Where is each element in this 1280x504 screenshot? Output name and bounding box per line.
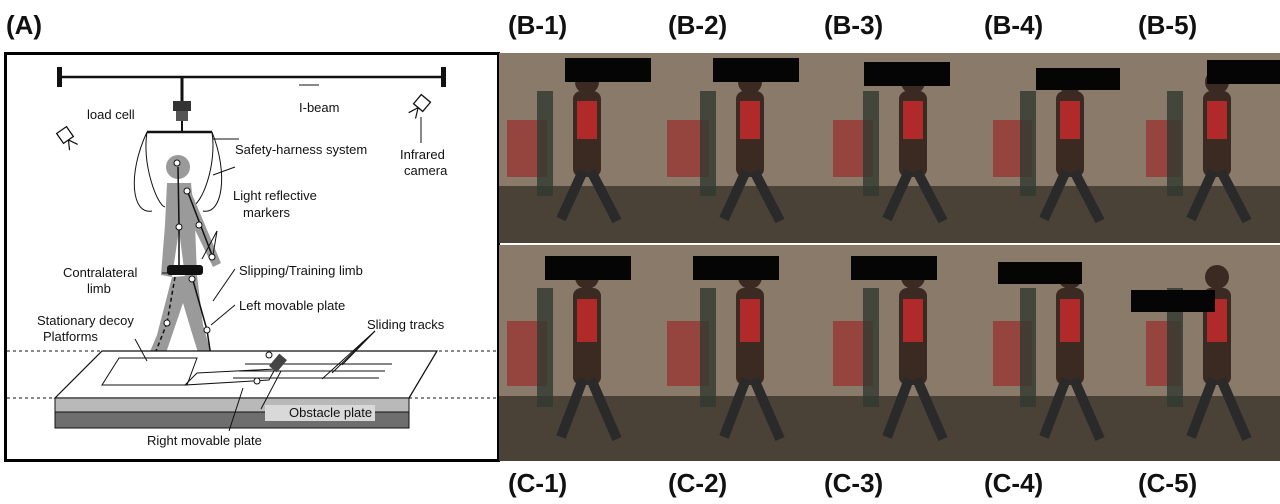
panel-label-b-2: (B-2)	[668, 10, 728, 40]
label-infrared-line2: camera	[404, 163, 448, 178]
panel-label-c-5: (C-5)	[1138, 468, 1198, 498]
label-load-cell: load cell	[87, 107, 135, 122]
face-redaction-box	[864, 62, 950, 86]
load-cell-shape	[173, 101, 191, 111]
panel-label-a: (A)	[6, 10, 43, 40]
infrared-camera-icon	[408, 93, 432, 119]
photo-frame	[659, 53, 825, 243]
i-beam-end-right	[441, 67, 446, 87]
photo-frame	[499, 245, 659, 461]
label-decoy-line1: Stationary decoy	[37, 313, 134, 328]
panel-label-b-5: (B-5)	[1138, 10, 1198, 40]
label-infrared-line1: Infrared	[400, 147, 445, 162]
panel-label-b-3: (B-3)	[824, 10, 884, 40]
walkway-platform	[7, 350, 497, 429]
panel-label-b-4: (B-4)	[984, 10, 1044, 40]
label-left-plate: Left movable plate	[239, 298, 345, 313]
apparatus-diagram-svg: load cell I-beam Safety-harness system I…	[7, 67, 497, 448]
label-obstacle-plate: Obstacle plate	[289, 405, 372, 420]
face-redaction-box	[1131, 290, 1215, 312]
face-redaction-box	[693, 256, 779, 280]
photo-frame	[825, 53, 985, 243]
photo-frame	[825, 245, 985, 461]
subject-figure	[135, 155, 221, 379]
panel-label-c-2: (C-2)	[668, 468, 728, 498]
label-decoy-line2: Platforms	[43, 329, 98, 344]
panel-label-c-3: (C-3)	[824, 468, 884, 498]
panel-label-b-1: (B-1)	[508, 10, 568, 40]
photo-frame	[659, 245, 825, 461]
panel-label-c-1: (C-1)	[508, 468, 568, 498]
label-contralateral-line1: Contralateral	[63, 265, 138, 280]
label-i-beam: I-beam	[299, 100, 339, 115]
label-slipping-limb: Slipping/Training limb	[239, 263, 363, 278]
photo-frame	[985, 245, 1139, 461]
label-reflective-line2: markers	[243, 205, 290, 220]
label-reflective-line1: Light reflective	[233, 188, 317, 203]
face-redaction-box	[851, 256, 937, 280]
apparatus-diagram: load cell I-beam Safety-harness system I…	[4, 52, 500, 462]
face-redaction-box	[998, 262, 1082, 284]
face-redaction-box	[713, 58, 799, 82]
label-right-plate: Right movable plate	[147, 433, 262, 448]
label-sliding-tracks: Sliding tracks	[367, 317, 445, 332]
i-beam-end-left	[57, 67, 62, 87]
face-redaction-box	[565, 58, 651, 82]
photo-frame	[1139, 245, 1280, 461]
panel-label-c-4: (C-4)	[984, 468, 1044, 498]
face-redaction-box	[1036, 68, 1120, 90]
photo-frame	[1139, 53, 1280, 243]
label-safety-harness: Safety-harness system	[235, 142, 367, 157]
photo-frame	[499, 53, 659, 243]
label-contralateral-line2: limb	[87, 281, 111, 296]
face-redaction-box	[545, 256, 631, 280]
camera-left-icon	[55, 125, 78, 151]
face-redaction-box	[1207, 60, 1280, 84]
